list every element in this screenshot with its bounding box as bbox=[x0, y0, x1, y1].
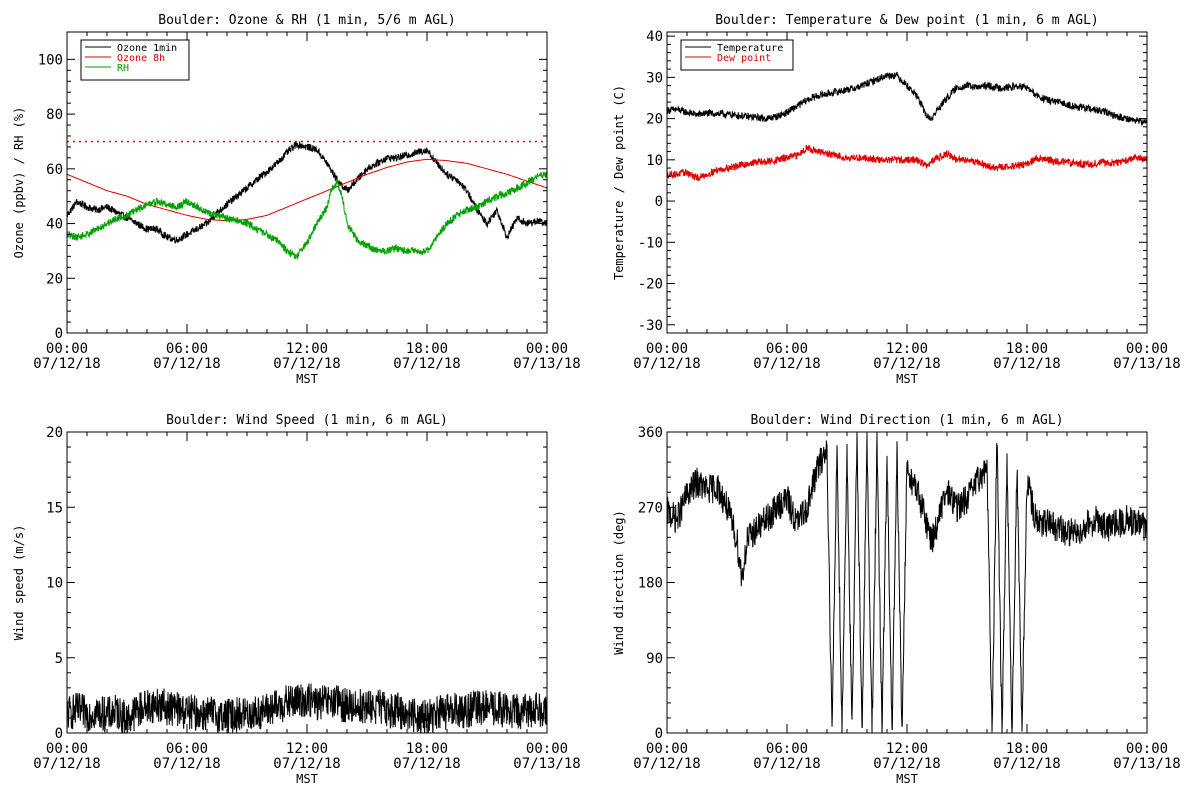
y-tick-label: 100 bbox=[38, 52, 63, 68]
y-tick-label: -30 bbox=[638, 318, 663, 334]
y-tick-label: 90 bbox=[646, 651, 663, 667]
chart-panel-3: Boulder: Wind Direction (1 min, 6 m AGL)… bbox=[612, 413, 1181, 786]
x-tick-label-time: 12:00 bbox=[286, 741, 328, 757]
x-tick-label-time: 06:00 bbox=[766, 741, 808, 757]
y-axis-label: Wind speed (m/s) bbox=[12, 525, 26, 641]
y-tick-label: 15 bbox=[46, 500, 63, 516]
y-tick-label: 360 bbox=[638, 425, 663, 441]
y-tick-label: 40 bbox=[46, 217, 63, 233]
y-tick-label: 40 bbox=[646, 29, 663, 45]
legend-label: Ozone 8h bbox=[117, 53, 165, 64]
y-axis-label: Wind direction (deg) bbox=[612, 510, 626, 655]
y-tick-label: 10 bbox=[46, 576, 63, 592]
y-tick-label: 80 bbox=[46, 107, 63, 123]
chart-title: Boulder: Temperature & Dew point (1 min,… bbox=[715, 13, 1099, 28]
x-tick-label-date: 07/12/18 bbox=[153, 756, 220, 772]
x-tick-label-time: 00:00 bbox=[646, 741, 688, 757]
y-tick-label: 270 bbox=[638, 500, 663, 516]
y-tick-label: 0 bbox=[55, 326, 63, 342]
plot-frame bbox=[66, 431, 548, 734]
y-tick-label: 30 bbox=[646, 70, 663, 86]
x-tick-label-time: 18:00 bbox=[406, 741, 448, 757]
x-tick-label-date: 07/12/18 bbox=[873, 756, 940, 772]
x-axis-label: MST bbox=[296, 772, 318, 786]
y-tick-label: 20 bbox=[46, 425, 63, 441]
x-axis-label: MST bbox=[896, 772, 918, 786]
x-tick-label-date: 07/12/18 bbox=[153, 356, 220, 372]
y-axis-label: Temperature / Dew point (C) bbox=[612, 85, 626, 280]
legend-label: Dew point bbox=[717, 53, 771, 64]
y-tick-label: -20 bbox=[638, 277, 663, 293]
legend-label: Ozone 1min bbox=[117, 43, 177, 54]
x-tick-label-date: 07/13/18 bbox=[513, 756, 580, 772]
plot-frame bbox=[666, 31, 1148, 334]
x-tick-label-time: 06:00 bbox=[166, 341, 208, 357]
y-axis-label: Ozone (ppbv) / RH (%) bbox=[12, 107, 26, 259]
x-tick-label-date: 07/13/18 bbox=[1113, 756, 1180, 772]
y-tick-label: 20 bbox=[646, 112, 663, 128]
chart-title: Boulder: Wind Speed (1 min, 6 m AGL) bbox=[166, 413, 448, 428]
x-tick-label-date: 07/12/18 bbox=[393, 356, 460, 372]
x-tick-label-time: 12:00 bbox=[886, 741, 928, 757]
chart-title: Boulder: Wind Direction (1 min, 6 m AGL) bbox=[750, 413, 1063, 428]
y-tick-label: 10 bbox=[646, 153, 663, 169]
x-tick-label-date: 07/12/18 bbox=[633, 356, 700, 372]
x-tick-label-time: 06:00 bbox=[766, 341, 808, 357]
chart-title: Boulder: Ozone & RH (1 min, 5/6 m AGL) bbox=[158, 13, 455, 28]
legend bbox=[680, 39, 794, 71]
x-tick-label-date: 07/12/18 bbox=[993, 756, 1060, 772]
y-tick-label: -10 bbox=[638, 235, 663, 251]
x-tick-label-date: 07/13/18 bbox=[513, 356, 580, 372]
x-tick-label-date: 07/13/18 bbox=[1113, 356, 1180, 372]
x-tick-label-time: 18:00 bbox=[406, 341, 448, 357]
x-tick-label-date: 07/12/18 bbox=[993, 356, 1060, 372]
series-line-0 bbox=[667, 71, 1147, 126]
x-tick-label-date: 07/12/18 bbox=[393, 756, 460, 772]
series-line-2 bbox=[67, 170, 547, 260]
x-tick-label-time: 00:00 bbox=[526, 741, 568, 757]
x-axis-label: MST bbox=[296, 372, 318, 386]
x-tick-label-time: 18:00 bbox=[1006, 341, 1048, 357]
x-tick-label-date: 07/12/18 bbox=[873, 356, 940, 372]
series-line-0 bbox=[667, 432, 1147, 733]
x-tick-label-time: 18:00 bbox=[1006, 741, 1048, 757]
legend-label: RH bbox=[117, 63, 129, 74]
x-tick-label-time: 00:00 bbox=[646, 341, 688, 357]
x-tick-label-date: 07/12/18 bbox=[753, 356, 820, 372]
x-axis-label: MST bbox=[896, 372, 918, 386]
y-tick-label: 180 bbox=[638, 576, 663, 592]
x-tick-label-date: 07/12/18 bbox=[273, 356, 340, 372]
x-tick-label-date: 07/12/18 bbox=[33, 356, 100, 372]
y-tick-label: 0 bbox=[655, 194, 663, 210]
y-tick-label: 0 bbox=[55, 726, 63, 742]
x-tick-label-time: 00:00 bbox=[46, 741, 88, 757]
y-tick-label: 0 bbox=[655, 726, 663, 742]
y-tick-label: 60 bbox=[46, 162, 63, 178]
x-tick-label-date: 07/12/18 bbox=[33, 756, 100, 772]
x-tick-label-date: 07/12/18 bbox=[273, 756, 340, 772]
chart-panel-2: Boulder: Wind Speed (1 min, 6 m AGL) Wind… bbox=[12, 413, 581, 786]
series-line-1 bbox=[667, 145, 1147, 182]
x-tick-label-time: 00:00 bbox=[526, 341, 568, 357]
series-line-0 bbox=[67, 140, 547, 244]
y-tick-label: 20 bbox=[46, 271, 63, 287]
legend-label: Temperature bbox=[717, 43, 783, 54]
x-tick-label-time: 00:00 bbox=[1126, 741, 1168, 757]
x-tick-label-time: 12:00 bbox=[286, 341, 328, 357]
x-tick-label-date: 07/12/18 bbox=[753, 756, 820, 772]
chart-panel-1: Boulder: Temperature & Dew point (1 min,… bbox=[612, 13, 1181, 386]
x-tick-label-time: 00:00 bbox=[1126, 341, 1168, 357]
chart-panel-0: Boulder: Ozone & RH (1 min, 5/6 m AGL) Oz… bbox=[12, 13, 581, 386]
series-line-0 bbox=[67, 683, 547, 733]
series-line-1 bbox=[67, 158, 547, 222]
x-tick-label-time: 12:00 bbox=[886, 341, 928, 357]
y-tick-label: 5 bbox=[55, 651, 63, 667]
x-tick-label-time: 00:00 bbox=[46, 341, 88, 357]
x-tick-label-time: 06:00 bbox=[166, 741, 208, 757]
x-tick-label-date: 07/12/18 bbox=[633, 756, 700, 772]
